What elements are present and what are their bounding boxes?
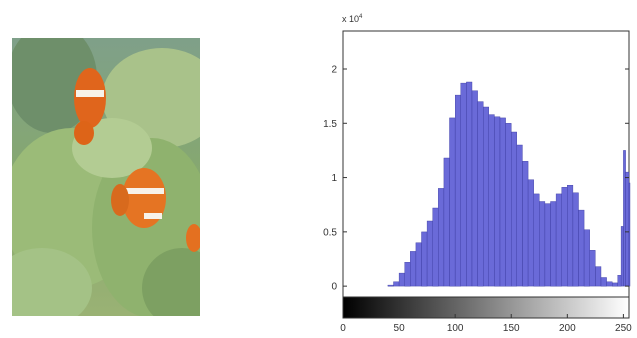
histogram-bar (438, 188, 445, 287)
x-tick-label: 150 (503, 323, 520, 334)
intensity-colorbar (342, 296, 630, 319)
y-scale-base: x 10 (342, 14, 359, 24)
histogram-bar (460, 82, 467, 287)
histogram-bar (522, 161, 529, 287)
histogram-bar (410, 251, 417, 287)
histogram-bar (527, 179, 534, 287)
histogram-bar (612, 282, 619, 287)
y-scale-note: x 104 (342, 14, 363, 24)
x-tick-label: 200 (559, 323, 576, 334)
histogram-bar (483, 106, 490, 287)
histogram-bar (505, 123, 512, 287)
histogram-bar (620, 226, 624, 287)
clownfish-2 (111, 168, 166, 228)
histogram-bar (628, 182, 631, 287)
x-axis: 0 50 100 150 200 250 (340, 314, 632, 334)
x-tick-label: 100 (447, 323, 464, 334)
clownfish-1 (74, 68, 106, 145)
x-tick-label: 250 (615, 323, 632, 334)
histogram-bar (432, 207, 439, 287)
histogram-bar (393, 281, 400, 287)
histogram-bar (466, 81, 473, 287)
histogram-bar (494, 116, 501, 287)
histogram-bar (550, 201, 557, 287)
histogram-bar (539, 201, 546, 287)
x-tick-label: 50 (394, 323, 406, 334)
histogram-bar (589, 250, 596, 287)
histogram-bar (567, 184, 574, 287)
histogram-bar (561, 187, 568, 287)
histogram-bar (387, 284, 394, 287)
y-scale-exponent: 4 (359, 14, 363, 20)
y-tick-label: 0 (331, 282, 337, 293)
y-tick-label: 1.5 (323, 119, 337, 130)
histogram-bar (426, 220, 433, 287)
histogram-bar (555, 193, 562, 287)
histogram-bar (578, 209, 585, 287)
y-tick-label: 2 (331, 65, 337, 76)
histogram-bars (387, 81, 631, 287)
histogram-bar (606, 281, 613, 287)
histogram-bar (443, 157, 450, 287)
histogram-bar (404, 262, 411, 287)
y-tick-label: 1 (331, 173, 337, 184)
histogram-bar (415, 242, 422, 287)
histogram-bar (625, 171, 630, 287)
histogram-bar (572, 192, 579, 287)
x-tick-label: 0 (340, 323, 346, 334)
histogram-bar (595, 266, 602, 287)
histogram-bar (499, 117, 506, 287)
histogram-bar (421, 231, 428, 287)
histogram-bar (600, 277, 607, 287)
histogram-bar (544, 203, 551, 287)
histogram-bar (623, 150, 626, 287)
histogram-bar (516, 144, 523, 287)
histogram-bar (477, 101, 484, 287)
histogram-bar (449, 117, 456, 287)
histogram-bar (617, 275, 622, 287)
histogram-bar (471, 90, 478, 287)
histogram-bar (398, 272, 405, 287)
clownfish-photo (12, 38, 200, 316)
y-tick-label: 0.5 (323, 227, 337, 238)
histogram-bar (583, 229, 590, 287)
y-axis: 0 0.5 1 1.5 2 (323, 65, 629, 293)
histogram-bar (488, 114, 495, 287)
histogram-bar (511, 131, 518, 287)
histogram-bar (533, 193, 540, 287)
histogram-bar (455, 94, 462, 287)
